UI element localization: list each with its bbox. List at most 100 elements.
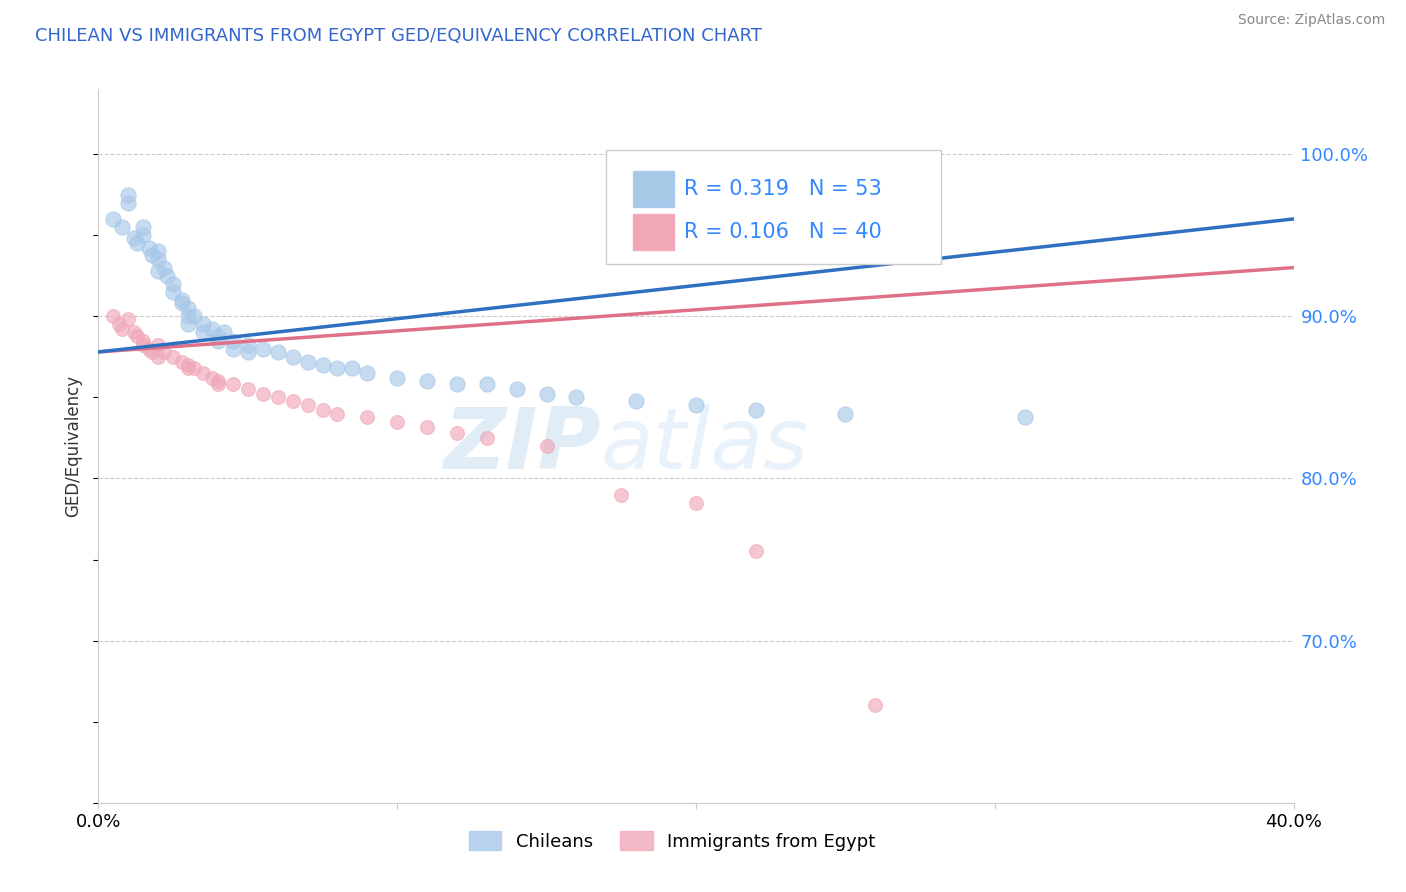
Point [138,342,160,356]
Point [172,293,194,307]
Point [356,366,378,380]
Point [172,296,194,310]
Point [177,318,200,332]
Point [506,382,529,396]
Point [236,338,259,352]
Point [124,231,146,245]
Point [342,361,364,376]
Point [834,407,856,421]
FancyBboxPatch shape [633,171,675,207]
Point [565,390,588,404]
Point [281,393,304,408]
Point [536,439,558,453]
Text: ZIP: ZIP [443,404,600,488]
Point [207,377,229,392]
Point [148,350,170,364]
Point [103,310,125,324]
Point [475,431,498,445]
Point [148,264,170,278]
Point [191,366,214,380]
Point [311,403,333,417]
Point [745,403,768,417]
Point [183,310,205,324]
Point [297,354,319,368]
Point [138,241,160,255]
Point [745,544,768,558]
Point [141,247,163,261]
Point [252,342,274,356]
Point [326,407,349,421]
Point [416,419,439,434]
Point [326,361,349,376]
Point [236,345,259,359]
Point [865,698,887,713]
Point [475,377,498,392]
Point [1014,409,1036,424]
Point [148,252,170,267]
Legend: Chileans, Immigrants from Egypt: Chileans, Immigrants from Egypt [461,824,883,858]
Point [191,326,214,340]
Point [191,318,214,332]
Point [132,228,155,243]
Point [177,301,200,315]
Point [446,425,468,440]
Point [207,328,229,343]
Point [117,195,139,210]
Point [132,338,155,352]
Text: atlas: atlas [600,404,808,488]
Point [124,326,146,340]
Point [141,345,163,359]
Point [281,350,304,364]
Text: CHILEAN VS IMMIGRANTS FROM EGYPT GED/EQUIVALENCY CORRELATION CHART: CHILEAN VS IMMIGRANTS FROM EGYPT GED/EQU… [35,27,762,45]
Point [172,354,194,368]
Point [267,345,290,359]
Y-axis label: GED/Equivalency: GED/Equivalency [65,375,83,517]
Point [162,350,184,364]
Point [207,334,229,348]
Point [610,488,633,502]
Point [153,260,176,275]
Point [132,220,155,235]
Point [117,312,139,326]
FancyBboxPatch shape [633,214,675,250]
Point [446,377,468,392]
Point [127,328,149,343]
Point [162,277,184,291]
Point [117,187,139,202]
Point [236,382,259,396]
Point [222,334,245,348]
Point [183,361,205,376]
Text: R = 0.106   N = 40: R = 0.106 N = 40 [685,222,882,242]
Point [356,409,378,424]
Text: Source: ZipAtlas.com: Source: ZipAtlas.com [1237,13,1385,28]
Point [267,390,290,404]
Point [626,393,648,408]
Point [162,285,184,299]
Point [132,334,155,348]
Point [222,342,245,356]
Point [297,399,319,413]
Text: R = 0.319   N = 53: R = 0.319 N = 53 [685,179,882,199]
Point [685,399,707,413]
Point [311,358,333,372]
Point [148,244,170,259]
Point [103,211,125,226]
Point [252,387,274,401]
Point [111,322,134,336]
Point [685,496,707,510]
Point [127,236,149,251]
Point [177,361,200,376]
Point [177,310,200,324]
Point [212,326,235,340]
Point [207,374,229,388]
Point [222,377,245,392]
Point [111,220,134,235]
Point [108,318,131,332]
Point [201,371,224,385]
FancyBboxPatch shape [606,150,941,264]
Point [153,345,176,359]
Point [416,374,439,388]
Point [385,371,409,385]
Point [156,268,179,283]
Point [201,322,224,336]
